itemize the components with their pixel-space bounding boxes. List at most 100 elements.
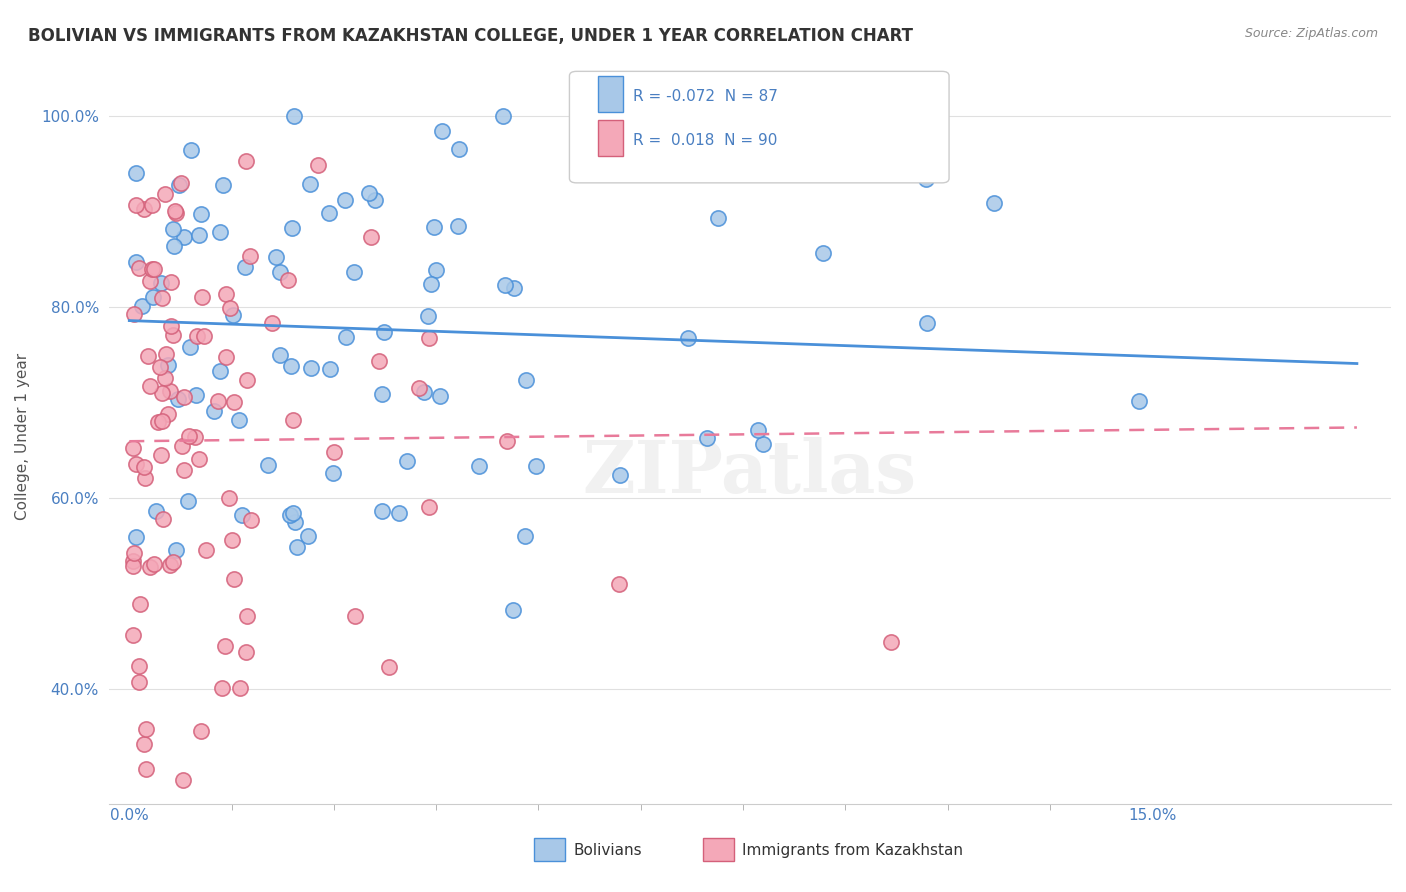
Bolivians xyxy=(269,348,291,362)
Immigrants from Kazakhstan xyxy=(128,659,150,673)
Bolivians xyxy=(165,542,187,557)
Immigrants from Kazakhstan xyxy=(190,723,212,738)
Text: R = -0.072  N = 87: R = -0.072 N = 87 xyxy=(633,89,778,103)
Immigrants from Kazakhstan xyxy=(239,249,262,263)
Bolivians xyxy=(609,468,631,483)
Immigrants from Kazakhstan xyxy=(193,329,215,343)
Immigrants from Kazakhstan xyxy=(128,675,150,690)
Immigrants from Kazakhstan xyxy=(121,628,143,642)
Immigrants from Kazakhstan xyxy=(141,261,163,276)
Immigrants from Kazakhstan xyxy=(150,385,173,400)
Immigrants from Kazakhstan xyxy=(160,318,183,333)
Immigrants from Kazakhstan xyxy=(496,434,519,449)
Immigrants from Kazakhstan xyxy=(160,275,183,289)
Bolivians xyxy=(278,508,301,522)
Bolivians xyxy=(283,109,305,123)
Immigrants from Kazakhstan xyxy=(190,290,212,304)
Bolivians xyxy=(747,423,769,437)
Bolivians xyxy=(166,392,188,406)
Immigrants from Kazakhstan xyxy=(215,350,238,364)
Bolivians xyxy=(297,529,319,543)
Immigrants from Kazakhstan xyxy=(134,202,156,216)
Immigrants from Kazakhstan xyxy=(121,554,143,568)
Bolivians xyxy=(190,207,212,221)
Bolivians xyxy=(371,504,394,518)
Immigrants from Kazakhstan xyxy=(165,205,187,219)
Immigrants from Kazakhstan xyxy=(146,416,169,430)
Immigrants from Kazakhstan xyxy=(240,513,263,527)
Bolivians xyxy=(915,172,938,186)
Immigrants from Kazakhstan xyxy=(159,558,181,572)
Bolivians xyxy=(526,458,548,473)
Immigrants from Kazakhstan xyxy=(235,373,257,387)
Bolivians xyxy=(173,229,195,244)
Bolivians xyxy=(813,245,835,260)
Bolivians xyxy=(157,358,180,372)
Immigrants from Kazakhstan xyxy=(149,359,172,374)
Bolivians xyxy=(492,109,515,123)
Bolivians xyxy=(150,276,173,290)
Bolivians xyxy=(335,193,357,207)
Bolivians xyxy=(343,265,366,279)
Immigrants from Kazakhstan xyxy=(134,471,156,485)
Immigrants from Kazakhstan xyxy=(122,307,145,321)
Bolivians xyxy=(915,316,938,330)
Immigrants from Kazakhstan xyxy=(184,430,207,444)
Bolivians xyxy=(285,541,308,555)
Bolivians xyxy=(388,506,411,520)
Bolivians xyxy=(447,219,470,234)
Y-axis label: College, Under 1 year: College, Under 1 year xyxy=(15,352,30,520)
Immigrants from Kazakhstan xyxy=(172,773,194,788)
Immigrants from Kazakhstan xyxy=(134,460,156,475)
Bolivians xyxy=(179,340,201,354)
Text: BOLIVIAN VS IMMIGRANTS FROM KAZAKHSTAN COLLEGE, UNDER 1 YEAR CORRELATION CHART: BOLIVIAN VS IMMIGRANTS FROM KAZAKHSTAN C… xyxy=(28,27,912,45)
Immigrants from Kazakhstan xyxy=(150,414,173,428)
Immigrants from Kazakhstan xyxy=(879,634,901,648)
Immigrants from Kazakhstan xyxy=(343,608,366,623)
Immigrants from Kazakhstan xyxy=(211,681,233,695)
Immigrants from Kazakhstan xyxy=(121,559,143,574)
Bolivians xyxy=(429,389,451,403)
Text: R =  0.018  N = 90: R = 0.018 N = 90 xyxy=(633,134,778,148)
Immigrants from Kazakhstan xyxy=(224,395,246,409)
Bolivians xyxy=(233,260,256,274)
Bolivians xyxy=(413,384,436,399)
Bolivians xyxy=(430,124,453,138)
Bolivians xyxy=(186,388,208,402)
Bolivians xyxy=(187,227,209,242)
Bolivians xyxy=(335,330,357,344)
Bolivians xyxy=(364,193,387,207)
Bolivians xyxy=(752,437,775,451)
Immigrants from Kazakhstan xyxy=(307,158,329,172)
Bolivians xyxy=(131,299,153,313)
Bolivians xyxy=(371,387,394,401)
Immigrants from Kazakhstan xyxy=(152,291,174,305)
Immigrants from Kazakhstan xyxy=(135,762,157,776)
Immigrants from Kazakhstan xyxy=(173,390,195,404)
Immigrants from Kazakhstan xyxy=(135,722,157,736)
Immigrants from Kazakhstan xyxy=(235,645,257,659)
Immigrants from Kazakhstan xyxy=(187,451,209,466)
Bolivians xyxy=(284,515,307,529)
Text: Source: ZipAtlas.com: Source: ZipAtlas.com xyxy=(1244,27,1378,40)
Immigrants from Kazakhstan xyxy=(360,230,382,244)
Bolivians xyxy=(502,603,524,617)
Bolivians xyxy=(231,508,253,522)
Bolivians xyxy=(125,255,148,269)
Immigrants from Kazakhstan xyxy=(235,609,257,624)
Immigrants from Kazakhstan xyxy=(224,572,246,586)
Bolivians xyxy=(494,277,516,292)
Bolivians xyxy=(162,222,184,236)
Bolivians xyxy=(264,250,287,264)
Immigrants from Kazakhstan xyxy=(132,737,155,751)
Bolivians xyxy=(163,239,186,253)
Bolivians xyxy=(256,458,278,473)
Immigrants from Kazakhstan xyxy=(155,347,177,361)
Bolivians xyxy=(269,265,291,279)
Immigrants from Kazakhstan xyxy=(173,463,195,477)
Immigrants from Kazakhstan xyxy=(418,500,440,514)
Bolivians xyxy=(515,529,537,543)
Bolivians xyxy=(322,467,344,481)
Immigrants from Kazakhstan xyxy=(207,394,229,409)
Bolivians xyxy=(983,196,1005,211)
